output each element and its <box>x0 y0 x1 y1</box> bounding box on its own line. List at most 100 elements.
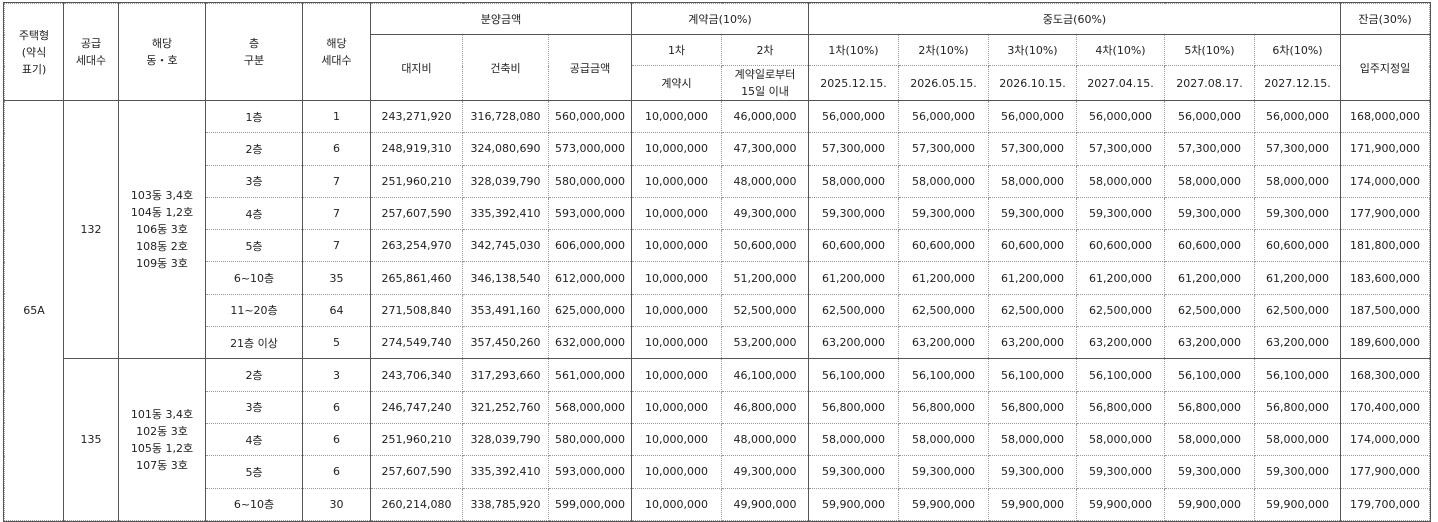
cell-total: 573,000,000 <box>548 132 632 166</box>
header-deposit: 계약금(10%) <box>631 3 809 35</box>
cell-total: 561,000,000 <box>548 358 632 392</box>
table-row: 4층 7 257,607,590 335,392,410 593,000,000 10,0… <box>5 196 1430 231</box>
table-row: 6~10층 35 265,861,460 346,138,540 612,000,000… <box>5 261 1430 295</box>
cell-interim-4: 56,000,000 <box>1076 99 1165 134</box>
table-row: 2층 6 248,919,310 324,080,690 573,000,000 10,0… <box>5 132 1430 166</box>
cell-floor: 6~10층 <box>205 487 303 521</box>
cell-deposit-2: 48,000,000 <box>721 164 809 198</box>
cell-building: 353,491,160 <box>462 293 549 328</box>
cell-floor: 11~20층 <box>205 293 303 328</box>
cell-balance: 189,600,000 <box>1340 326 1430 360</box>
table-row: 3층 6 246,747,240 321,252,760 568,000,000 10,0… <box>5 390 1430 424</box>
cell-land: 248,919,310 <box>370 132 463 166</box>
cell-deposit-1: 10,000,000 <box>631 229 722 263</box>
cell-interim-4: 59,900,000 <box>1076 487 1165 521</box>
unit-list-item: 108동 2호 <box>136 240 188 254</box>
header-dong-ho: 해당 동・호 <box>118 3 206 101</box>
cell-floor: 2층 <box>205 358 303 392</box>
cell-interim-5: 60,600,000 <box>1164 229 1255 263</box>
table-row: 11~20층 64 271,508,840 353,491,160 625,000,00… <box>5 293 1430 328</box>
cell-interim-3: 59,300,000 <box>988 196 1077 231</box>
cell-interim-5: 59,300,000 <box>1164 196 1255 231</box>
header-dep2-when-line: 계약일로부터 <box>734 68 796 81</box>
cell-interim-6: 56,000,000 <box>1254 99 1341 134</box>
cell-building: 357,450,260 <box>462 326 549 360</box>
cell-floor-units: 5 <box>302 326 371 360</box>
cell-deposit-1: 10,000,000 <box>631 422 722 457</box>
cell-interim-3: 56,100,000 <box>988 358 1077 392</box>
header-interim-1: 1차(10%) <box>808 34 899 66</box>
cell-deposit-1: 10,000,000 <box>631 261 722 295</box>
header-dep2-when-line: 15일 이내 <box>741 85 789 98</box>
header-interim-3-date: 2026.10.15. <box>988 65 1077 101</box>
cell-balance: 171,900,000 <box>1340 132 1430 166</box>
cell-interim-6: 59,300,000 <box>1254 196 1341 231</box>
header-interim-6-date: 2027.12.15. <box>1254 65 1341 101</box>
cell-deposit-2: 49,900,000 <box>721 487 809 521</box>
table-row: 6~10층 30 260,214,080 338,785,920 599,000,000… <box>5 487 1430 521</box>
header-dep2-when: 계약일로부터 15일 이내 <box>721 65 809 101</box>
cell-interim-4: 59,300,000 <box>1076 196 1165 231</box>
cell-building: 324,080,690 <box>462 132 549 166</box>
cell-floor: 3층 <box>205 164 303 198</box>
cell-interim-6: 59,300,000 <box>1254 455 1341 489</box>
header-interim-3: 3차(10%) <box>988 34 1077 66</box>
cell-deposit-1: 10,000,000 <box>631 455 722 489</box>
cell-interim-3: 57,300,000 <box>988 132 1077 166</box>
header-interim: 중도금(60%) <box>808 3 1341 35</box>
cell-interim-5: 56,800,000 <box>1164 390 1255 424</box>
cell-interim-2: 59,300,000 <box>898 196 989 231</box>
unit-list-item: 101동 3,4호 <box>130 407 194 421</box>
cell-land: 257,607,590 <box>370 455 463 489</box>
cell-floor-units: 64 <box>302 293 371 328</box>
cell-interim-2: 59,300,000 <box>898 455 989 489</box>
cell-interim-4: 58,000,000 <box>1076 164 1165 198</box>
header-type-line: (약식 <box>21 45 47 59</box>
header-type-line: 주택형 <box>18 28 50 42</box>
cell-floor-units: 30 <box>302 487 371 521</box>
cell-interim-6: 63,200,000 <box>1254 326 1341 360</box>
cell-interim-3: 56,800,000 <box>988 390 1077 424</box>
cell-building: 328,039,790 <box>462 422 549 457</box>
cell-deposit-2: 53,200,000 <box>721 326 809 360</box>
cell-balance: 177,900,000 <box>1340 455 1430 489</box>
cell-building: 346,138,540 <box>462 261 549 295</box>
cell-floor: 5층 <box>205 229 303 263</box>
unit-list-item: 102동 3호 <box>136 424 188 438</box>
cell-floor: 2층 <box>205 132 303 166</box>
cell-interim-2: 56,100,000 <box>898 358 989 392</box>
cell-total: 625,000,000 <box>548 293 632 328</box>
cell-interim-2: 58,000,000 <box>898 164 989 198</box>
cell-interim-4: 58,000,000 <box>1076 422 1165 457</box>
cell-balance: 174,000,000 <box>1340 422 1430 457</box>
cell-deposit-1: 10,000,000 <box>631 99 722 134</box>
cell-interim-3: 58,000,000 <box>988 164 1077 198</box>
cell-interim-5: 56,100,000 <box>1164 358 1255 392</box>
cell-balance: 181,800,000 <box>1340 229 1430 263</box>
cell-interim-6: 58,000,000 <box>1254 422 1341 457</box>
cell-interim-1: 59,900,000 <box>808 487 899 521</box>
table-row: 5층 6 257,607,590 335,392,410 593,000,000 10,0… <box>5 455 1430 489</box>
header-interim-4: 4차(10%) <box>1076 34 1165 66</box>
cell-interim-3: 60,600,000 <box>988 229 1077 263</box>
header-balance-when: 입주지정일 <box>1340 34 1430 101</box>
header-interim-2: 2차(10%) <box>898 34 989 66</box>
cell-balance: 170,400,000 <box>1340 390 1430 424</box>
unit-list-item: 103동 3,4호 <box>130 189 194 203</box>
cell-total: 606,000,000 <box>548 229 632 263</box>
cell-total: 612,000,000 <box>548 261 632 295</box>
cell-interim-2: 62,500,000 <box>898 293 989 328</box>
cell-deposit-1: 10,000,000 <box>631 390 722 424</box>
cell-interim-4: 61,200,000 <box>1076 261 1165 295</box>
cell-interim-2: 57,300,000 <box>898 132 989 166</box>
cell-floor-units: 7 <box>302 229 371 263</box>
cell-interim-2: 61,200,000 <box>898 261 989 295</box>
cell-interim-5: 57,300,000 <box>1164 132 1255 166</box>
unit-list-item: 106동 3호 <box>136 223 188 237</box>
table-body: 65A 132 103동 3,4호 104동 1,2호 106동 3호 108동 2호 10… <box>4 99 1430 521</box>
cell-land: 260,214,080 <box>370 487 463 521</box>
cell-land: 251,960,210 <box>370 422 463 457</box>
price-table-container: 주택형 (약식 표기) 공급 세대수 해당 동・호 층 구분 해당 세대수 분양… <box>3 2 1431 522</box>
cell-deposit-2: 49,300,000 <box>721 196 809 231</box>
table-row: 5층 7 263,254,970 342,745,030 606,000,000 10,0… <box>5 229 1430 263</box>
